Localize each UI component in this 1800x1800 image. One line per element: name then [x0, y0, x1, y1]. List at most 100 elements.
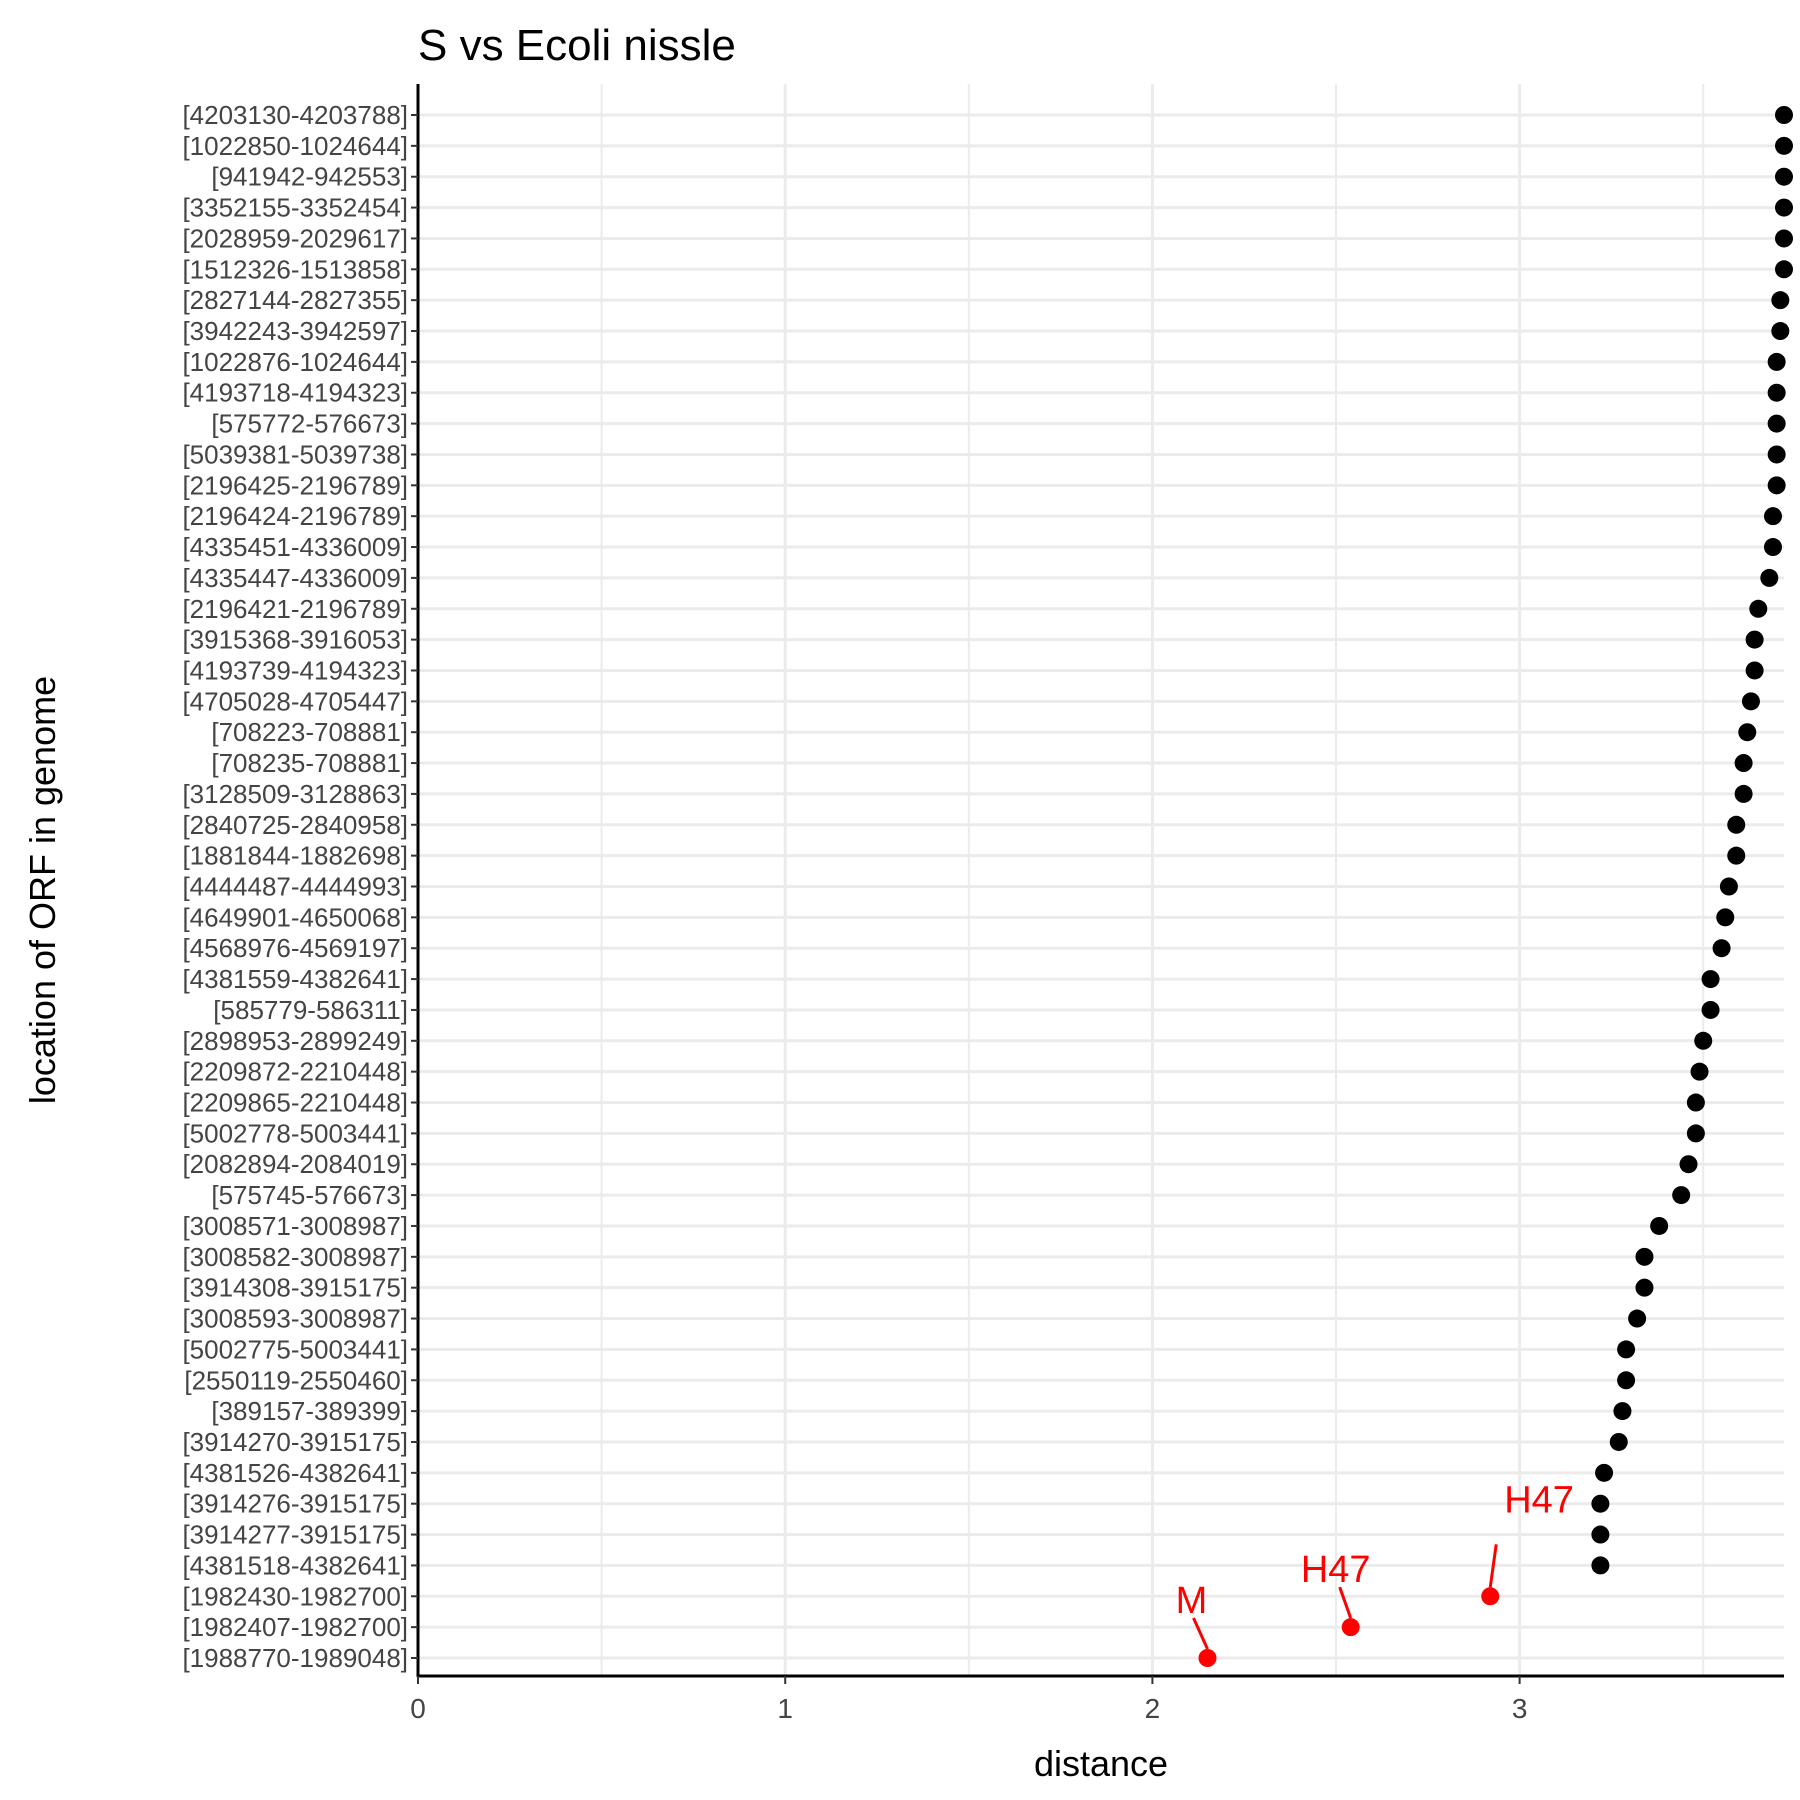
y-tick-label: [4193718-4194323] [182, 378, 408, 408]
highlight-point [1341, 1618, 1360, 1637]
axis-layer [411, 84, 1784, 1684]
data-point [1767, 476, 1786, 495]
data-point [1734, 754, 1753, 773]
y-tick-label: [2196421-2196789] [182, 594, 408, 624]
data-point [1701, 1000, 1720, 1019]
y-tick-label: [2028959-2029617] [182, 223, 408, 253]
data-point [1775, 106, 1793, 124]
data-point [1591, 1525, 1610, 1544]
y-tick-label: [4444487-4444993] [182, 872, 408, 902]
data-point [1679, 1155, 1698, 1174]
y-tick-label: [3128509-3128863] [182, 779, 408, 809]
y-tick-label: [2082894-2084019] [182, 1149, 408, 1179]
annotation-leader [1192, 1617, 1209, 1650]
data-point [1635, 1278, 1654, 1297]
data-point [1701, 970, 1720, 989]
data-point [1767, 352, 1786, 371]
data-point [1749, 599, 1768, 618]
data-point [1763, 507, 1782, 526]
data-point [1745, 630, 1764, 649]
data-point [1591, 1556, 1610, 1575]
data-point [1628, 1309, 1647, 1328]
data-points [1198, 106, 1793, 1667]
y-tick-label: [4649901-4650068] [182, 902, 408, 932]
y-tick-label: [4335447-4336009] [182, 563, 408, 593]
y-tick-label: [389157-389399] [211, 1396, 408, 1426]
y-axis-title: location of ORF in genome [22, 676, 63, 1104]
data-point [1613, 1402, 1632, 1421]
data-point [1686, 1124, 1705, 1143]
y-tick-label: [3915368-3916053] [182, 625, 408, 655]
y-tick-label: [1982430-1982700] [182, 1581, 408, 1611]
data-point [1775, 229, 1793, 248]
y-tick-label: [4381559-4382641] [182, 964, 408, 994]
data-point [1712, 939, 1731, 958]
data-point [1775, 167, 1793, 186]
y-tick-label: [3914270-3915175] [182, 1427, 408, 1457]
data-point [1617, 1340, 1636, 1359]
y-tick-label: [3008593-3008987] [182, 1304, 408, 1334]
y-tick-label: [3914277-3915175] [182, 1520, 408, 1550]
x-tick-label: 1 [777, 1693, 793, 1724]
y-tick-label: [3914308-3915175] [182, 1273, 408, 1303]
y-tick-label: [4203130-4203788] [182, 100, 408, 130]
y-tick-label: [2840725-2840958] [182, 810, 408, 840]
highlight-point [1481, 1587, 1500, 1606]
x-tick-label: 0 [410, 1693, 426, 1724]
data-point [1775, 198, 1793, 217]
annotation-leader [1488, 1544, 1498, 1588]
y-tick-label: [575745-576673] [211, 1180, 408, 1210]
y-tick-label: [1022876-1024644] [182, 347, 408, 377]
data-point [1694, 1031, 1713, 1050]
data-point [1741, 692, 1760, 711]
annotation-label: M [1176, 1580, 1208, 1622]
x-tick-label: 3 [1512, 1693, 1528, 1724]
annotation-label: H47 [1301, 1549, 1371, 1591]
y-tick-label: [575772-576673] [211, 409, 408, 439]
y-tick-label: [2550119-2550460] [184, 1365, 408, 1395]
data-point [1763, 538, 1782, 557]
y-tick-label: [2209872-2210448] [182, 1057, 408, 1087]
data-point [1767, 383, 1786, 402]
y-tick-labels: [4203130-4203788][1022850-1024644][94194… [182, 100, 408, 1673]
data-point [1727, 815, 1746, 834]
annotation-label: H47 [1504, 1479, 1574, 1521]
y-tick-label: [2209865-2210448] [182, 1088, 408, 1118]
y-tick-label: [4381526-4382641] [182, 1458, 408, 1488]
y-tick-label: [1988770-1989048] [182, 1643, 408, 1673]
y-tick-label: [3008571-3008987] [182, 1211, 408, 1241]
y-tick-label: [585779-586311] [213, 995, 408, 1025]
annotations: H47 H47 M [1176, 1479, 1574, 1650]
y-tick-label: [1022850-1024644] [182, 131, 408, 161]
data-point [1650, 1216, 1669, 1235]
y-tick-label: [3352155-3352454] [182, 193, 408, 223]
data-point [1595, 1463, 1614, 1482]
x-tick-label: 2 [1145, 1693, 1161, 1724]
y-tick-label: [5002778-5003441] [182, 1118, 408, 1148]
y-tick-label: [708223-708881] [211, 717, 408, 747]
highlight-point [1198, 1649, 1217, 1667]
data-point [1617, 1371, 1636, 1390]
y-tick-label: [2196424-2196789] [182, 501, 408, 531]
data-point [1767, 414, 1786, 433]
data-point [1727, 846, 1746, 865]
grid-layer [416, 84, 1784, 1676]
data-point [1719, 877, 1738, 896]
data-point [1734, 784, 1753, 803]
y-tick-label: [4381518-4382641] [182, 1550, 408, 1580]
y-tick-label: [3914276-3915175] [182, 1489, 408, 1519]
y-tick-label: [5039381-5039738] [182, 439, 408, 469]
data-point [1686, 1093, 1705, 1112]
y-tick-label: [1982407-1982700] [182, 1612, 408, 1642]
y-tick-label: [4193739-4194323] [182, 655, 408, 685]
data-point [1760, 568, 1779, 587]
y-tick-label: [2898953-2899249] [182, 1026, 408, 1056]
chart-title: S vs Ecoli nissle [418, 21, 736, 70]
data-point [1609, 1432, 1628, 1451]
data-point [1672, 1186, 1691, 1205]
data-point [1775, 136, 1793, 155]
y-tick-label: [4705028-4705447] [182, 686, 408, 716]
data-point [1716, 908, 1735, 927]
